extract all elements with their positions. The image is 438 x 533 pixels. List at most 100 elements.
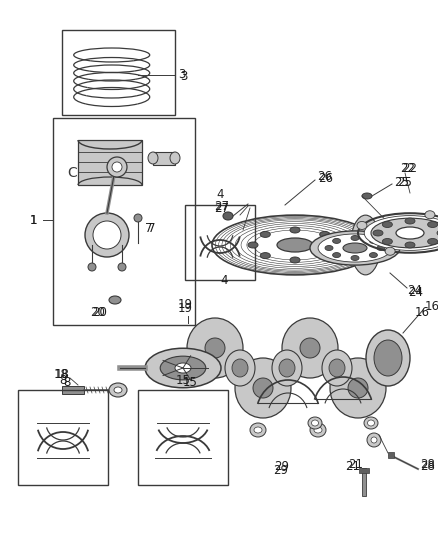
Ellipse shape	[351, 236, 359, 240]
Text: 24: 24	[407, 284, 422, 296]
Ellipse shape	[366, 330, 410, 386]
Ellipse shape	[367, 420, 374, 426]
Ellipse shape	[279, 359, 295, 377]
Ellipse shape	[382, 238, 392, 245]
Ellipse shape	[205, 338, 225, 358]
Ellipse shape	[351, 255, 359, 261]
Ellipse shape	[253, 378, 273, 398]
Ellipse shape	[107, 157, 127, 177]
Text: 18: 18	[55, 368, 70, 382]
Ellipse shape	[332, 242, 342, 248]
Bar	[62, 386, 84, 394]
Text: 3: 3	[180, 69, 187, 83]
Bar	[359, 468, 369, 473]
Text: 24: 24	[408, 286, 423, 298]
Text: 27: 27	[214, 200, 229, 214]
Text: 28: 28	[420, 459, 435, 472]
Bar	[388, 452, 394, 458]
Text: 27: 27	[214, 201, 229, 214]
Ellipse shape	[310, 231, 400, 265]
Ellipse shape	[93, 221, 121, 249]
Bar	[153, 152, 175, 165]
Ellipse shape	[225, 350, 255, 386]
Ellipse shape	[367, 433, 381, 447]
Ellipse shape	[369, 253, 378, 257]
Ellipse shape	[118, 263, 126, 271]
Ellipse shape	[175, 363, 191, 373]
Text: 1: 1	[30, 214, 38, 227]
Ellipse shape	[373, 230, 383, 236]
Text: 20: 20	[92, 305, 107, 319]
Ellipse shape	[343, 243, 367, 253]
Ellipse shape	[427, 238, 438, 245]
Ellipse shape	[232, 359, 248, 377]
Text: 25: 25	[397, 175, 412, 189]
Text: 8: 8	[63, 376, 71, 390]
Ellipse shape	[357, 221, 367, 229]
Bar	[78, 140, 142, 185]
Ellipse shape	[148, 152, 158, 164]
Ellipse shape	[437, 230, 438, 236]
Ellipse shape	[348, 378, 368, 398]
Ellipse shape	[145, 348, 221, 388]
Text: 26: 26	[318, 172, 333, 184]
Ellipse shape	[322, 350, 352, 386]
Ellipse shape	[311, 420, 318, 426]
Ellipse shape	[364, 417, 378, 429]
Ellipse shape	[88, 263, 96, 271]
Ellipse shape	[310, 423, 326, 437]
Text: 22: 22	[400, 163, 415, 175]
Ellipse shape	[320, 231, 330, 237]
Ellipse shape	[187, 318, 243, 378]
Text: 16: 16	[425, 300, 438, 312]
Ellipse shape	[396, 227, 424, 239]
Ellipse shape	[350, 215, 381, 275]
Bar	[185, 205, 255, 280]
Ellipse shape	[290, 257, 300, 263]
Text: 7: 7	[148, 222, 155, 235]
Text: 26: 26	[317, 171, 332, 183]
Ellipse shape	[318, 234, 392, 262]
Text: 15: 15	[176, 374, 191, 386]
Ellipse shape	[170, 152, 180, 164]
Ellipse shape	[160, 356, 206, 380]
Text: 16: 16	[415, 305, 430, 319]
Text: 22: 22	[402, 161, 417, 174]
Ellipse shape	[332, 253, 341, 257]
Text: 29: 29	[274, 459, 289, 472]
Ellipse shape	[405, 218, 415, 224]
Ellipse shape	[385, 247, 395, 255]
Ellipse shape	[364, 216, 438, 251]
Ellipse shape	[235, 358, 291, 418]
Text: 8: 8	[59, 374, 67, 386]
Ellipse shape	[332, 238, 341, 244]
Text: 4: 4	[216, 189, 224, 201]
Ellipse shape	[282, 318, 338, 378]
Ellipse shape	[330, 358, 386, 418]
Ellipse shape	[109, 296, 121, 304]
Bar	[62, 30, 175, 115]
Ellipse shape	[300, 338, 320, 358]
Bar	[138, 390, 228, 485]
Text: 15: 15	[183, 376, 198, 390]
Ellipse shape	[250, 423, 266, 437]
Ellipse shape	[425, 211, 435, 219]
Ellipse shape	[371, 218, 438, 248]
Ellipse shape	[114, 387, 122, 393]
Ellipse shape	[308, 417, 322, 429]
Text: 25: 25	[394, 175, 409, 189]
Text: 28: 28	[420, 458, 435, 472]
Ellipse shape	[112, 162, 122, 172]
Text: C: C	[67, 166, 77, 180]
Ellipse shape	[109, 383, 127, 397]
Ellipse shape	[290, 227, 300, 233]
Ellipse shape	[248, 242, 258, 248]
Ellipse shape	[427, 222, 438, 228]
Ellipse shape	[85, 213, 129, 257]
Text: 19: 19	[178, 298, 193, 311]
Ellipse shape	[405, 242, 415, 248]
Ellipse shape	[325, 246, 333, 251]
Text: 18: 18	[54, 368, 69, 382]
Bar	[53, 118, 195, 325]
Ellipse shape	[377, 246, 385, 251]
